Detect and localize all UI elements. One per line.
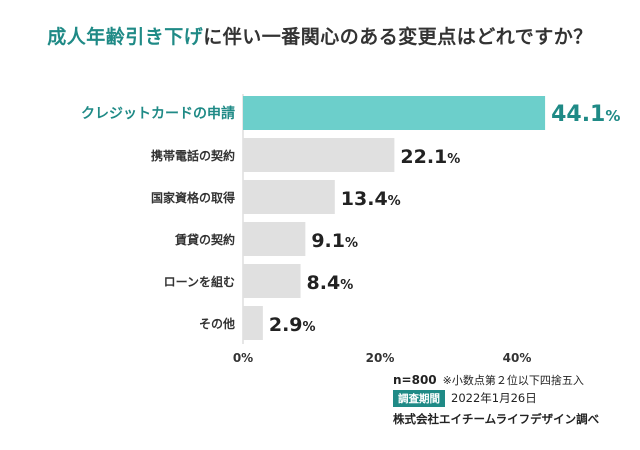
bar xyxy=(243,180,335,214)
chart-title: 成人年齢引き下げに伴い一番関心のある変更点はどれですか？ xyxy=(0,22,640,49)
bar xyxy=(243,96,546,130)
data-label: 2.9% xyxy=(269,314,316,336)
bar xyxy=(243,222,306,256)
category-label: クレジットカードの申請 xyxy=(81,105,235,122)
source-company: 株式会社エイチームライフデザイン調べ xyxy=(393,412,600,426)
x-tick-label: 0% xyxy=(233,351,253,365)
sample-size-value: n=800 xyxy=(393,373,437,387)
category-label: 賃貸の契約 xyxy=(174,232,235,247)
survey-period: 調査期間 2022年1月26日 xyxy=(393,390,537,407)
bar xyxy=(243,138,395,172)
category-label: ローンを組む xyxy=(164,274,235,289)
category-label: その他 xyxy=(199,316,235,331)
category-label: 国家資格の取得 xyxy=(151,190,235,205)
chart-title-highlight: 成人年齢引き下げ xyxy=(47,26,204,48)
data-label: 22.1% xyxy=(400,146,460,168)
bar xyxy=(243,264,301,298)
chart-title-rest: に伴い一番関心のある変更点はどれですか？ xyxy=(203,26,593,48)
rounding-note: ※小数点第２位以下四捨五入 xyxy=(442,374,584,387)
data-label: 8.4% xyxy=(307,272,354,294)
data-label: 44.1% xyxy=(551,102,620,127)
data-label: 13.4% xyxy=(341,188,401,210)
sample-size: n=800 ※小数点第２位以下四捨五入 xyxy=(393,372,584,388)
survey-period-label: 調査期間 xyxy=(393,390,445,407)
x-tick-label: 20% xyxy=(366,351,395,365)
bar xyxy=(243,306,263,340)
x-tick-label: 40% xyxy=(503,351,532,365)
survey-period-value: 2022年1月26日 xyxy=(451,391,537,405)
data-label: 9.1% xyxy=(311,230,358,252)
category-label: 携帯電話の契約 xyxy=(151,148,235,163)
